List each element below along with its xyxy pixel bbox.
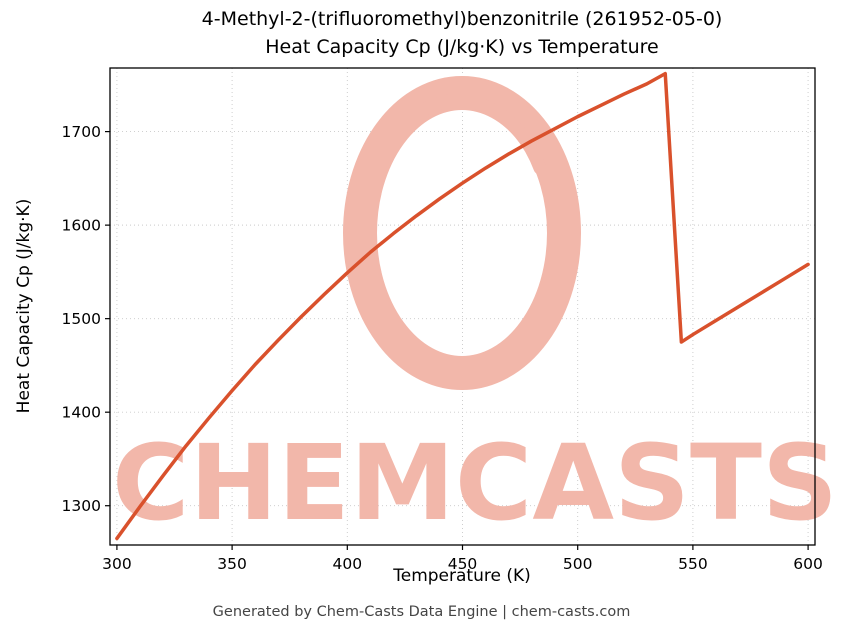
heat-capacity-curve (115, 71, 810, 541)
x-axis-label: Temperature (K) (393, 566, 531, 586)
y-tick-label: 1300 (62, 497, 101, 515)
watermark-logo-brush-tail-icon (413, 93, 547, 175)
y-tick-label: 1700 (62, 123, 101, 141)
x-tick-label: 350 (217, 555, 247, 573)
x-tick-label: 550 (678, 555, 708, 573)
x-tick-label: 600 (793, 555, 823, 573)
footer-text: Generated by Chem-Casts Data Engine | ch… (212, 604, 631, 620)
watermark-text: CHEMCASTS (112, 422, 838, 544)
y-tick-label: 1400 (62, 404, 101, 422)
chart-title-line-1: 4-Methyl-2-(trifluoromethyl)benzonitrile… (201, 8, 723, 30)
x-tick-label: 450 (448, 555, 478, 573)
chart-title-line-2: Heat Capacity Cp (J/kg·K) vs Temperature (265, 36, 659, 58)
y-tick-label: 1600 (62, 217, 101, 235)
x-tick-label: 400 (333, 555, 363, 573)
x-tick-label: 300 (102, 555, 132, 573)
watermark-logo-circle-icon (343, 76, 581, 390)
y-tick-label: 1500 (62, 310, 101, 328)
x-tick-label: 500 (563, 555, 593, 573)
y-axis-label: Heat Capacity Cp (J/kg·K) (14, 198, 34, 414)
